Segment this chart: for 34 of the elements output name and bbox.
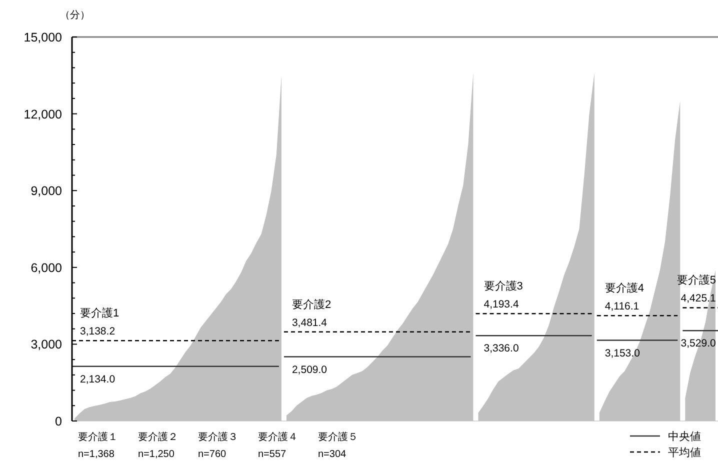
legend-label: 平均値 <box>668 447 701 459</box>
annotation: 要介護3 <box>484 280 523 293</box>
text: 要介護２ <box>138 431 178 443</box>
text: 要介護４ <box>258 431 298 443</box>
y-tick-label: 15,000 <box>24 30 62 44</box>
y-tick-label: 3,000 <box>30 338 62 352</box>
text: n=557 <box>258 449 287 460</box>
annotation: 要介護5 <box>676 274 716 287</box>
data-label: 2,509.0 <box>292 364 328 376</box>
data-label: 4,193.4 <box>484 298 519 311</box>
text: n=760 <box>198 449 227 460</box>
text: n=1,250 <box>138 449 175 460</box>
y-tick-label: 9,000 <box>30 184 62 198</box>
data-label: 4,425.1 <box>680 292 716 305</box>
text: n=1,368 <box>78 449 115 460</box>
data-label: 4,116.1 <box>604 300 640 313</box>
y-axis-title: （分） <box>60 9 90 21</box>
annotation: 要介護4 <box>604 282 644 295</box>
text: 要介護５ <box>318 431 358 443</box>
text: 要介護１ <box>78 431 118 443</box>
y-tick-label: 6,000 <box>30 260 62 275</box>
data-label: 3,336.0 <box>484 342 519 355</box>
y-tick-label: 0 <box>55 414 62 428</box>
text: 要介護３ <box>198 431 238 443</box>
data-label: 3,529.0 <box>680 338 716 350</box>
data-label: 3,481.4 <box>292 316 328 329</box>
y-tick-label: 12,000 <box>24 107 62 122</box>
text: n=304 <box>318 449 347 460</box>
legend-label: 中央値 <box>668 430 701 443</box>
data-label: 3,138.2 <box>80 326 116 338</box>
data-label: 2,134.0 <box>80 373 116 386</box>
data-label: 3,153.0 <box>604 347 640 360</box>
annotation: 要介護2 <box>292 298 332 311</box>
annotation: 要介護1 <box>80 306 120 320</box>
